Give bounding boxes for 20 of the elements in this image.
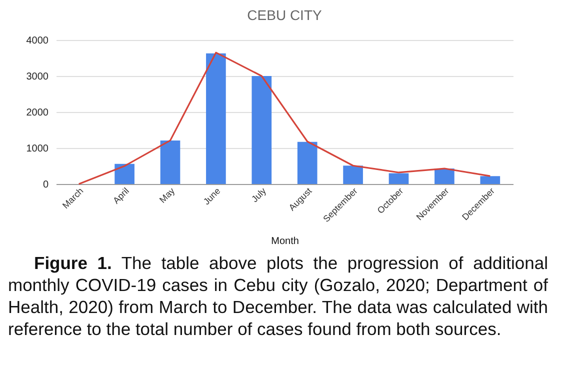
x-tick-label: July	[250, 185, 268, 204]
bar	[114, 164, 134, 184]
bar	[252, 76, 272, 184]
caption: Figure 1. The table above plots the progression of additional monthly COVID-19 cases in Cebu city (Gozalo, 2020; Department of Health, 2020) from March to December. The data was calculated with reference to the total number of cases found from both sources.	[8, 252, 548, 340]
line-series	[78, 52, 491, 185]
bar	[160, 140, 180, 184]
x-tick-label: May	[158, 185, 177, 205]
y-tick-label: 4000	[26, 36, 49, 46]
x-axis-title: Month	[271, 236, 299, 247]
bar	[388, 173, 409, 184]
bar	[343, 166, 363, 184]
chart-title: CEBU CITY	[247, 7, 322, 23]
y-tick-label: 3000	[26, 72, 49, 82]
bar	[434, 168, 454, 184]
y-tick-label: 0	[42, 180, 49, 190]
bar	[297, 142, 318, 184]
y-tick-label: 1000	[26, 144, 49, 154]
y-tick-label: 2000	[26, 108, 49, 118]
bar	[206, 53, 226, 184]
bar	[480, 176, 500, 184]
